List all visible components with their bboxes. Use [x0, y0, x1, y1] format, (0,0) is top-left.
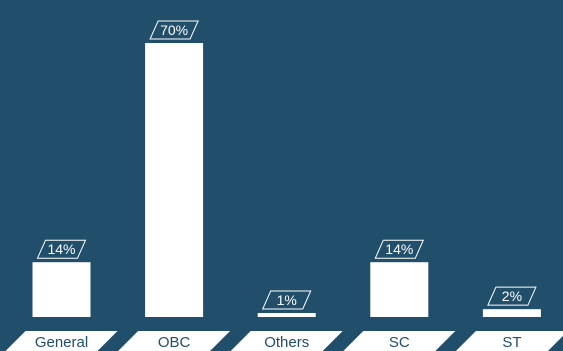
value-label-frame-others [261, 290, 312, 310]
category-label-obc: OBC [158, 334, 191, 351]
category-label-sc: SC [389, 334, 410, 351]
value-label-sc: 14% [385, 241, 413, 257]
value-label-st: 2% [502, 288, 522, 304]
category-tab-sc [343, 331, 456, 351]
category-tab-general [5, 331, 118, 351]
value-label-frame-sc [374, 239, 425, 259]
value-label-obc: 70% [160, 22, 188, 38]
category-tabs-group: General OBC Others SC ST [5, 331, 563, 351]
bar-obc [145, 43, 204, 317]
bars-group [32, 43, 541, 317]
category-label-general: General [35, 334, 88, 351]
bar-sc [370, 262, 429, 317]
category-tab-obc [118, 331, 231, 351]
bar-general [32, 262, 91, 317]
bar-st [482, 309, 541, 317]
category-tab-others [230, 331, 343, 351]
value-label-frame-st [487, 286, 537, 306]
category-label-others: Others [264, 334, 309, 351]
category-label-st: ST [502, 334, 521, 351]
value-label-general: 14% [47, 241, 75, 257]
category-tab-st [455, 331, 563, 351]
bar-others [257, 313, 316, 317]
value-labels-group: 14% 70% 1% 14% 2% [36, 20, 537, 310]
value-label-others: 1% [277, 292, 297, 308]
value-label-frame-general [36, 239, 87, 259]
value-label-frame-obc [149, 20, 199, 40]
